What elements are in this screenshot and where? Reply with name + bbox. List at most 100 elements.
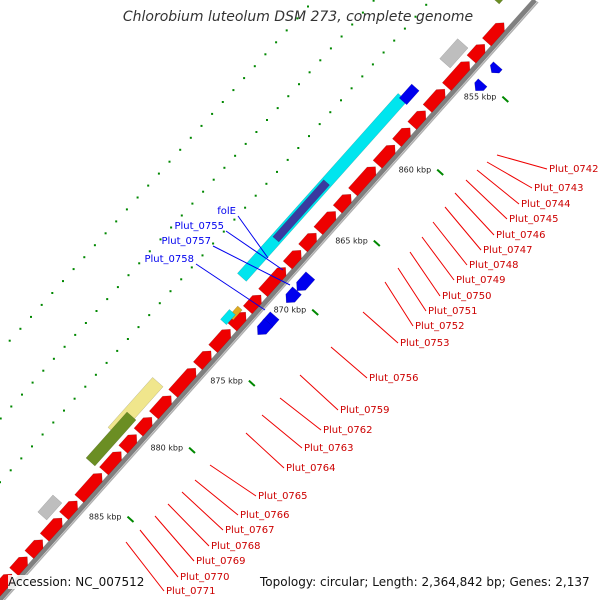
gray-gene-block-bottom[interactable] xyxy=(37,494,63,521)
reverse-gene-label: Plut_0742 xyxy=(549,164,599,175)
reverse-gene-16[interactable] xyxy=(192,350,212,371)
reverse-gene-6[interactable] xyxy=(372,144,396,169)
kbp-tick-mark xyxy=(373,239,381,247)
reverse-gene-label: Plut_0743 xyxy=(534,183,584,194)
forward-gene-1[interactable] xyxy=(285,286,302,303)
kbp-tick-mark xyxy=(436,168,444,176)
guide-dot xyxy=(52,357,55,360)
guide-dot xyxy=(104,232,107,235)
reverse-gene-7[interactable] xyxy=(348,166,377,197)
gene-label-layer: folE Plut_0755 Plut_0757 Plut_0758 Plut_0742… xyxy=(125,154,599,597)
guide-dot xyxy=(276,107,279,110)
reverse-gene-8[interactable] xyxy=(332,194,352,214)
reverse-gene-20[interactable] xyxy=(118,434,138,454)
reverse-gene-label: Plut_0767 xyxy=(225,525,275,536)
reverse-gene-0[interactable] xyxy=(481,22,505,47)
kbp-tick-mark xyxy=(126,515,135,523)
guide-dot xyxy=(255,131,258,133)
reverse-gene-2[interactable] xyxy=(441,61,471,92)
reverse-gene-21[interactable] xyxy=(99,451,122,476)
reverse-gene-25[interactable] xyxy=(24,539,44,559)
reverse-gene-22[interactable] xyxy=(74,473,103,503)
kbp-tick-label: 875 kbp xyxy=(210,377,243,386)
reverse-label-leader xyxy=(465,179,508,220)
guide-dot xyxy=(287,95,290,98)
reverse-gene-9[interactable] xyxy=(313,211,337,236)
kbp-tick-mark xyxy=(311,308,319,316)
guide-dot xyxy=(93,244,96,247)
guide-dot xyxy=(382,51,385,54)
guide-dot xyxy=(201,254,204,257)
small-gene-cyan[interactable] xyxy=(220,309,236,326)
kbp-tick-mark xyxy=(248,379,256,387)
forward-gene-3[interactable] xyxy=(257,318,274,335)
guide-dot xyxy=(148,314,151,317)
reverse-gene-label: Plut_0745 xyxy=(509,214,559,225)
gray-gene-block-top[interactable] xyxy=(439,38,469,69)
reverse-gene-13[interactable] xyxy=(242,294,262,315)
forward-gene-5[interactable] xyxy=(474,78,488,91)
navy-gene-block[interactable] xyxy=(272,179,330,243)
blue-gene-block-top[interactable] xyxy=(398,83,420,106)
guide-dot xyxy=(126,338,129,340)
reverse-gene-label: Plut_0763 xyxy=(304,443,354,454)
guide-dot xyxy=(221,101,224,103)
reverse-gene-label: Plut_0750 xyxy=(442,291,492,302)
guide-dot xyxy=(232,89,235,92)
olive-gene-top[interactable] xyxy=(489,0,517,5)
forward-gene-4[interactable] xyxy=(489,61,503,74)
guide-dot xyxy=(136,196,139,199)
reverse-gene-label: Plut_0756 xyxy=(369,373,419,384)
guide-dot xyxy=(158,302,161,305)
reverse-gene-label: Plut_0752 xyxy=(415,321,465,332)
reverse-gene-23[interactable] xyxy=(59,500,78,521)
reverse-gene-label: Plut_0768 xyxy=(211,541,261,552)
reverse-gene-24[interactable] xyxy=(39,517,63,542)
guide-dot xyxy=(329,111,332,114)
guide-dot xyxy=(72,268,75,271)
guide-dot xyxy=(285,29,288,32)
guide-dot xyxy=(10,405,13,408)
guide-dot xyxy=(127,274,130,277)
forward-gene-label: Plut_0755 xyxy=(174,221,224,232)
reverse-label-leader xyxy=(454,192,495,236)
guide-dot xyxy=(190,266,193,269)
reverse-gene-19[interactable] xyxy=(133,417,153,437)
guide-dot xyxy=(297,147,300,149)
guide-dot xyxy=(243,77,246,80)
guide-dot xyxy=(340,35,343,38)
guide-dot xyxy=(265,182,268,185)
reverse-gene-5[interactable] xyxy=(392,127,411,148)
forward-gene-0[interactable] xyxy=(296,271,316,291)
guide-dot xyxy=(308,71,311,74)
reverse-gene-12[interactable] xyxy=(258,267,287,298)
reverse-gene-4[interactable] xyxy=(407,110,427,130)
olive-gene-block[interactable] xyxy=(85,411,137,467)
guide-dot xyxy=(116,349,119,352)
accession-text: Accession: NC_007512 xyxy=(8,575,145,589)
reverse-gene-label: Plut_0746 xyxy=(496,230,546,241)
reverse-label-leader xyxy=(125,541,165,592)
guide-dot xyxy=(308,135,310,138)
guide-dot xyxy=(222,230,225,233)
kbp-tick-label: 885 kbp xyxy=(89,513,122,522)
guide-dot xyxy=(414,15,417,18)
reverse-gene-18[interactable] xyxy=(148,395,172,420)
guide-dot xyxy=(266,119,268,121)
reverse-label-leader xyxy=(486,161,533,189)
reverse-gene-3[interactable] xyxy=(422,88,446,113)
reverse-label-leader xyxy=(279,397,322,431)
reverse-gene-15[interactable] xyxy=(208,329,232,354)
feature-layer[interactable] xyxy=(0,0,517,600)
reverse-gene-1[interactable] xyxy=(466,44,486,64)
kbp-tick-label: 855 kbp xyxy=(464,93,497,102)
guide-dot xyxy=(8,339,11,342)
guide-dot xyxy=(212,178,215,181)
reverse-gene-11[interactable] xyxy=(282,249,302,270)
guide-dot xyxy=(180,278,183,281)
reverse-label-leader xyxy=(139,529,179,578)
reverse-gene-26[interactable] xyxy=(9,556,28,577)
guide-dot xyxy=(296,17,299,20)
reverse-gene-10[interactable] xyxy=(298,232,317,253)
reverse-gene-17[interactable] xyxy=(168,367,197,398)
